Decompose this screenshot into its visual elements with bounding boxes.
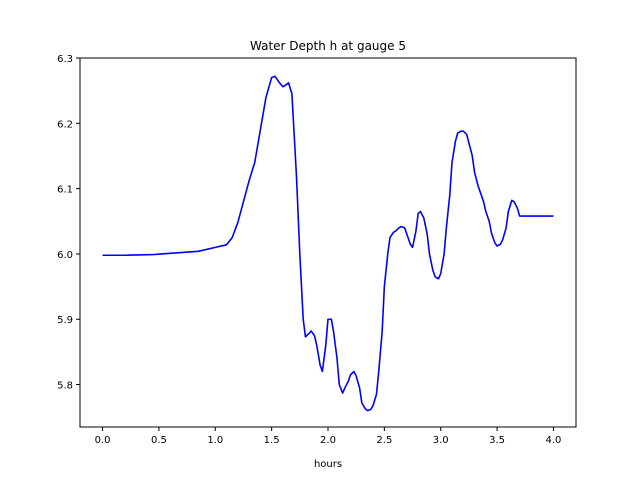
x-tick-label: 3.0 — [433, 435, 449, 446]
x-tick-label: 0.0 — [95, 435, 111, 446]
y-tick-label: 6.1 — [57, 185, 73, 196]
x-tick-label: 0.5 — [151, 435, 167, 446]
x-tick-label: 2.0 — [320, 435, 336, 446]
x-tick-label: 3.5 — [489, 435, 505, 446]
x-tick-label: 1.5 — [264, 435, 280, 446]
x-tick-label: 2.5 — [376, 435, 392, 446]
chart-title: Water Depth h at gauge 5 — [250, 39, 406, 53]
y-tick-label: 5.9 — [57, 315, 73, 326]
x-tick-label: 4.0 — [546, 435, 562, 446]
plot-area: 0.0 0.5 1.0 1.5 2.0 2.5 3.0 3.5 4.0 5.8 5.9 6.0 6.1 6… — [57, 54, 577, 446]
x-tick-label: 1.0 — [207, 435, 223, 446]
y-tick-label: 6.2 — [57, 119, 73, 130]
y-tick-label: 6.0 — [57, 250, 73, 261]
y-tick-label: 5.8 — [57, 381, 73, 392]
y-tick-label: 6.3 — [57, 54, 73, 65]
x-axis-label: hours — [314, 459, 342, 470]
series-line-0 — [102, 75, 554, 412]
